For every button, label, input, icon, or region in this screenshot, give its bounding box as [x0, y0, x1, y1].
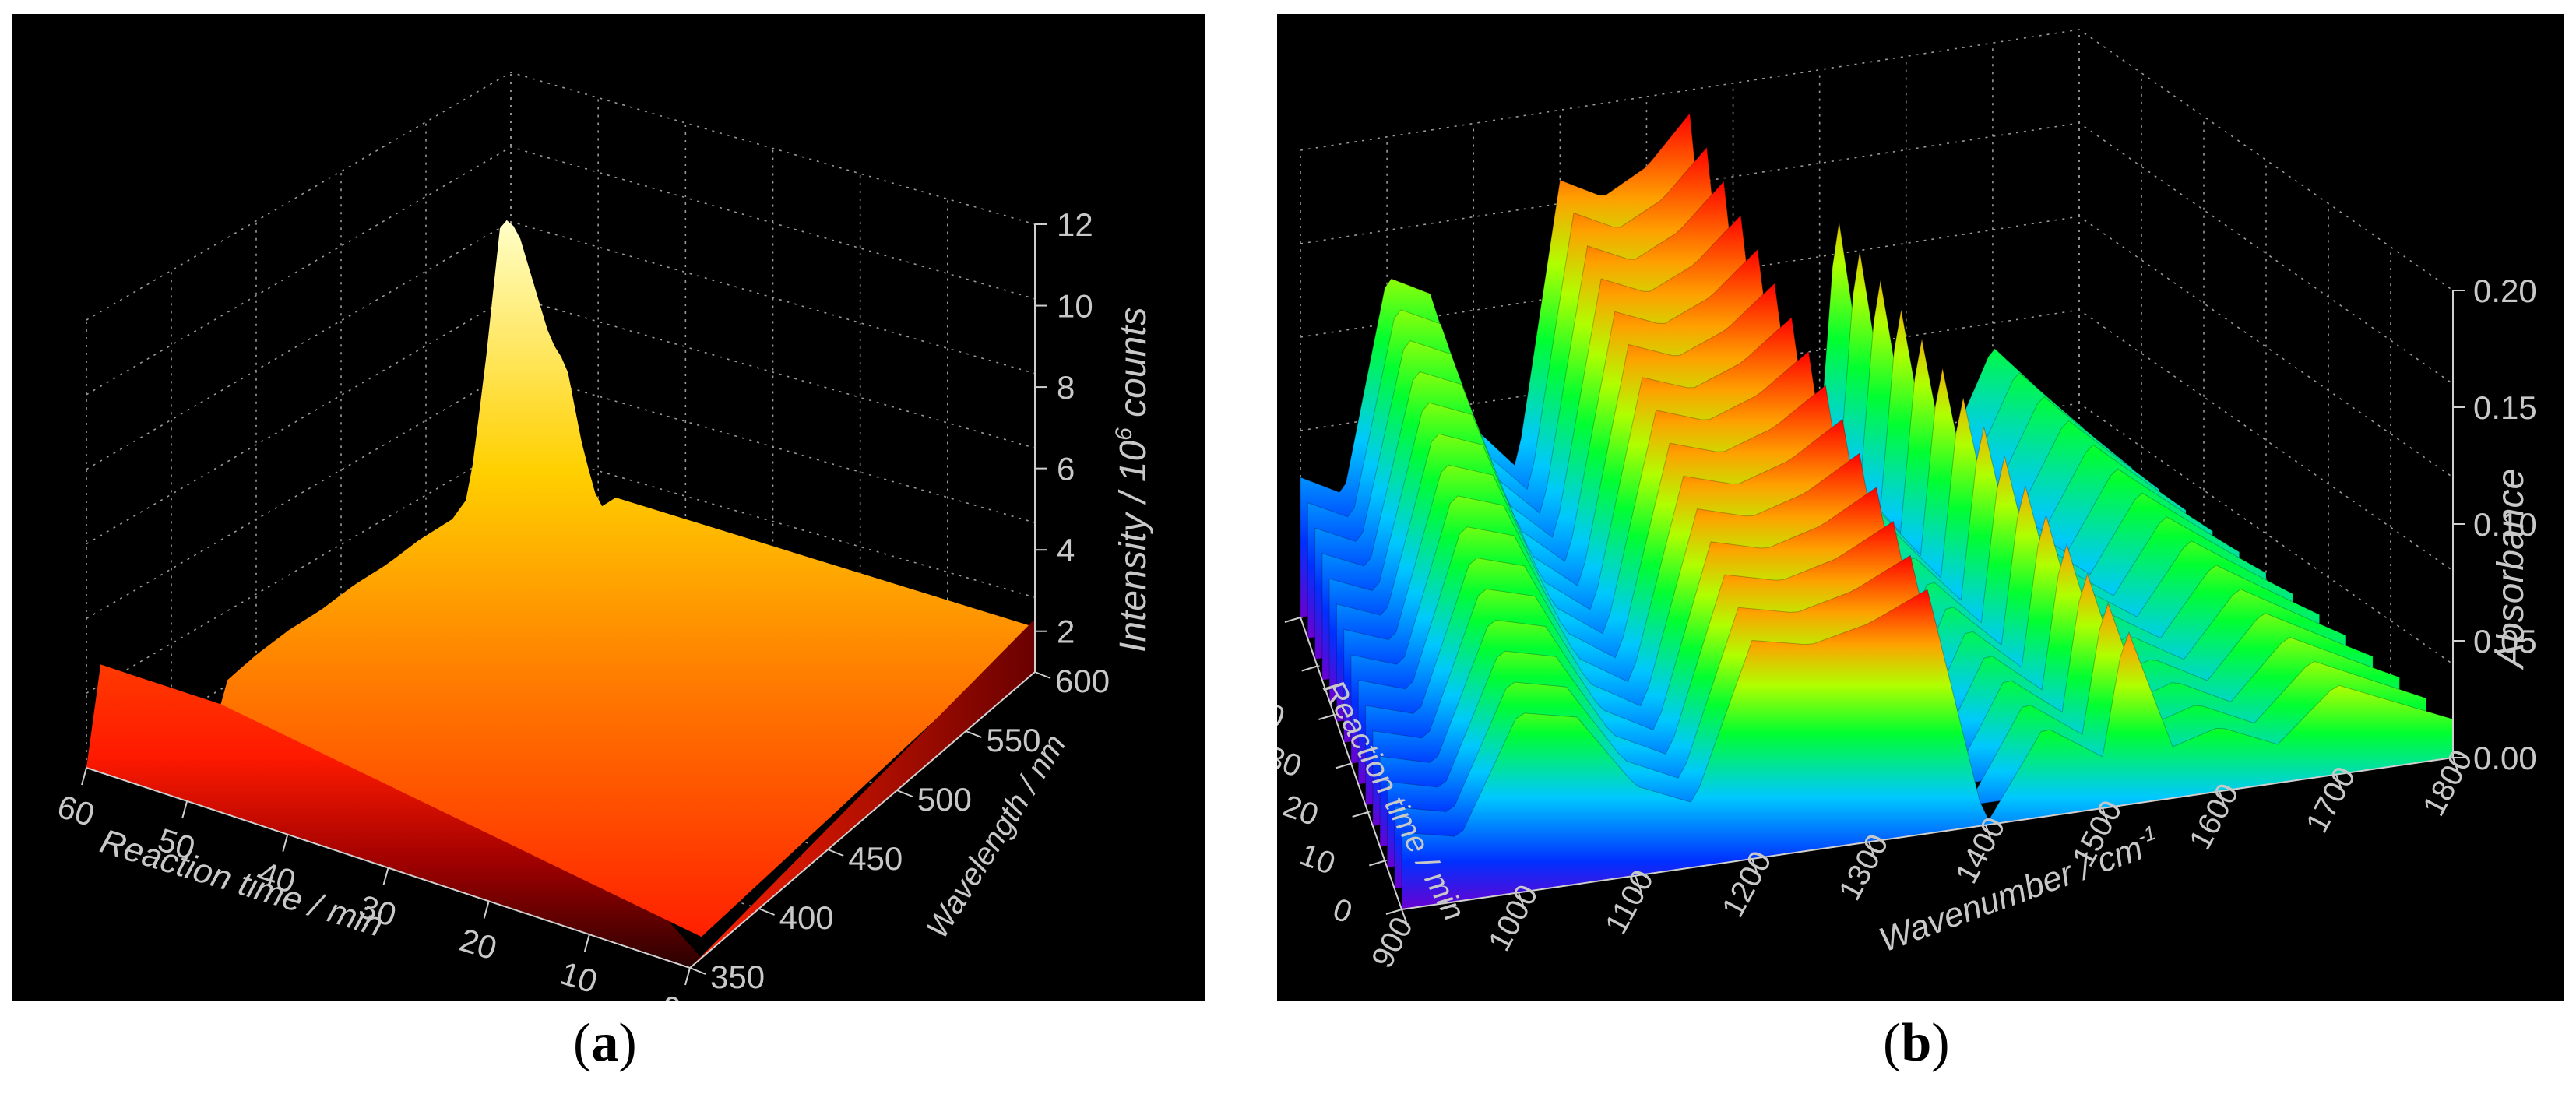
y-tick-b: [1284, 617, 1301, 623]
y-tick-a: [827, 849, 844, 857]
z-tick-label-a: 8: [1057, 369, 1075, 406]
z-tick-label-b: 0.10: [2473, 506, 2537, 543]
x-tick-b: [2219, 790, 2226, 809]
x-tick-b: [1868, 841, 1876, 860]
z-axis-title-a-exp: 6: [1111, 427, 1137, 441]
y-tick-label-b: 10: [1295, 837, 1339, 881]
x-tick-b: [1985, 825, 1993, 843]
x-tick-a: [382, 867, 389, 885]
surface-plot-b: 900 1000 1100 1200 1300 1400 1500 1600 1700 18000…: [1277, 29, 2537, 974]
y-tick-b: [1318, 714, 1335, 720]
x-tick-a: [282, 834, 289, 852]
z-tick-label-a: 10: [1057, 288, 1093, 325]
grid-line: [1300, 29, 2454, 291]
z-axis-title-a: Intensity / 106 counts: [1111, 307, 1154, 653]
y-tick-a: [1034, 671, 1051, 679]
x-axis-title-b: Wavenumber / cm-1: [1874, 821, 2165, 960]
caption-a: (a): [573, 1013, 637, 1073]
y-tick-b: [1301, 665, 1318, 672]
caption-a-letter: a: [591, 1013, 619, 1073]
surface-front-sheet: [86, 664, 702, 968]
grid-line: [86, 146, 1036, 396]
z-tick-label-a: 2: [1057, 614, 1075, 650]
y-tick-label-a: 400: [779, 899, 834, 936]
y-tick-label-b: 40: [1277, 691, 1289, 736]
x-tick-b: [2102, 807, 2110, 826]
caption-b: (b): [1883, 1013, 1950, 1073]
x-tick-label-b: 900: [1365, 912, 1420, 974]
y-tick-label-b: 0: [1328, 892, 1357, 930]
y-tick-label-b: 20: [1279, 789, 1323, 833]
x-tick-b: [1401, 909, 1409, 927]
y-axis-line-a: [689, 671, 1036, 969]
x-tick-a: [684, 967, 691, 986]
chart-panel-a: 010203040506035040045050055060024681012 …: [12, 14, 1205, 1001]
x-tick-b: [2335, 774, 2343, 793]
x-axis-line-b: [1401, 757, 2454, 910]
x-tick-b: [1518, 892, 1526, 910]
z-tick-label-b: 0.20: [2473, 273, 2537, 309]
x-tick-label-a: 0: [656, 988, 684, 1001]
caption-b-letter: b: [1901, 1013, 1932, 1073]
y-tick-a: [896, 790, 913, 797]
z-tick-label-a: 6: [1057, 451, 1075, 487]
z-tick-label-a: 4: [1057, 532, 1075, 568]
grid-line: [86, 220, 1036, 470]
x-tick-b: [1751, 858, 1759, 877]
y-tick-b: [1369, 860, 1385, 867]
x-axis-title-b-base: Wavenumber / cm: [1874, 829, 2148, 960]
z-axis-title-b: Absorbance: [2490, 469, 2532, 670]
y-tick-b: [1335, 762, 1352, 769]
z-tick-label-b: 0.00: [2473, 740, 2537, 776]
y-tick-label-a: 450: [848, 840, 903, 877]
surface-side-sheet: [690, 619, 1035, 968]
surface-slice-b: [1401, 589, 2454, 910]
x-tick-b: [1635, 875, 1642, 894]
z-axis-title-a-tail: counts: [1113, 307, 1154, 427]
y-tick-a: [758, 908, 775, 916]
x-tick-a: [583, 934, 590, 952]
y-tick-a: [689, 967, 706, 975]
surface-peak-sheet: [220, 220, 1035, 937]
z-tick-label-b: 0.05: [2473, 623, 2537, 660]
chart-panel-b: 900 1000 1100 1200 1300 1400 1500 1600 1700 1800 0…: [1277, 14, 2564, 1001]
y-tick-label-a: 600: [1055, 663, 1110, 699]
y-tick-a: [966, 730, 982, 738]
y-tick-label-a: 350: [710, 959, 765, 995]
surface-plot-a: 010203040506035040045050055060024681012 …: [53, 72, 1154, 1001]
y-tick-label-a: 500: [917, 781, 972, 818]
y-axis-title-a: Wavelength / nm: [920, 729, 1072, 944]
x-tick-b: [2452, 757, 2460, 776]
y-tick-b: [1352, 811, 1368, 818]
z-axis-title-a-base: Intensity / 10: [1113, 441, 1154, 653]
y-tick-b: [1385, 909, 1402, 915]
x-tick-a: [181, 800, 188, 819]
z-tick-label-b: 0.15: [2473, 389, 2537, 426]
surface-a: [86, 220, 1035, 968]
grid-line: [86, 72, 1036, 321]
x-tick-label-a: 10: [556, 955, 601, 1001]
z-tick-label-a: 12: [1057, 206, 1093, 243]
x-tick-label-a: 20: [456, 921, 501, 967]
x-tick-a: [483, 901, 490, 919]
x-tick-label-a: 60: [53, 788, 98, 834]
x-tick-a: [81, 767, 87, 786]
surface-b: [1300, 112, 2454, 910]
tick-labels-a: 010203040506035040045050055060024681012: [53, 206, 1110, 1001]
y-tick-label-b: 30: [1277, 740, 1306, 784]
y-tick-label-a: 550: [986, 722, 1040, 758]
